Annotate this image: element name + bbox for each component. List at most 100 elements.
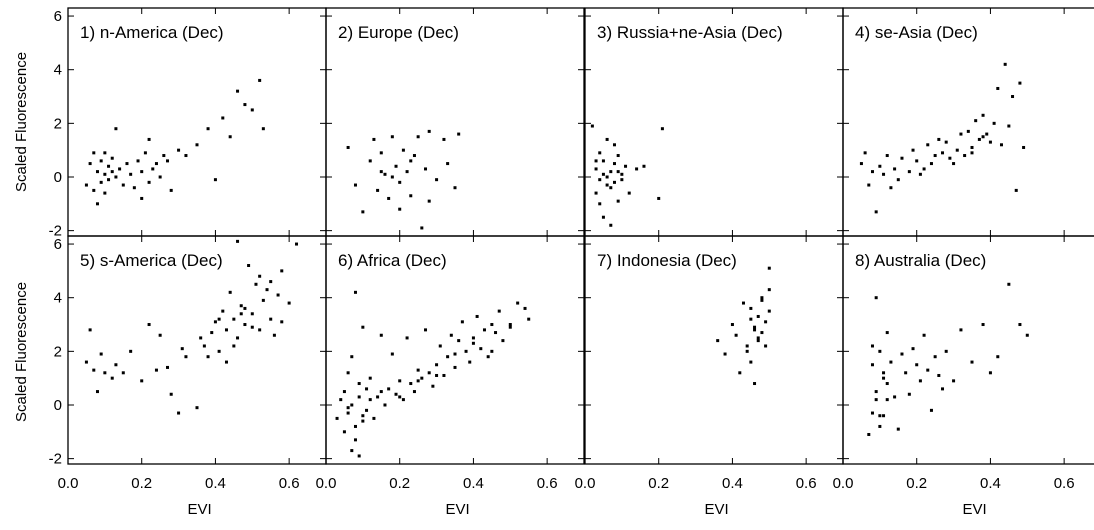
data-point <box>372 416 376 420</box>
data-point <box>110 156 114 160</box>
panel-title: 4) se-Asia (Dec) <box>855 23 978 42</box>
data-point <box>390 175 394 179</box>
data-point <box>900 156 904 160</box>
data-point <box>118 167 122 171</box>
data-point <box>276 293 280 297</box>
data-point <box>177 411 181 415</box>
data-point <box>442 137 446 141</box>
data-point <box>620 172 624 176</box>
x-tick-label: 0.0 <box>58 475 79 492</box>
data-point <box>948 156 952 160</box>
data-point <box>999 143 1003 147</box>
x-axis-label: EVI <box>704 501 728 518</box>
data-point <box>353 424 357 428</box>
data-point <box>870 170 874 174</box>
data-point <box>365 387 369 391</box>
y-tick-label: 2 <box>54 115 62 132</box>
data-point <box>232 317 236 321</box>
data-point <box>915 159 919 163</box>
data-point <box>287 301 291 305</box>
data-point <box>390 352 394 356</box>
data-point <box>177 148 181 152</box>
panel-8: 0.0 0.2 0.4 0.6 EVI 8) Australia (Dec) <box>833 235 1094 518</box>
x-tick-label: 0.4 <box>205 475 226 492</box>
data-point <box>601 215 605 219</box>
data-point <box>195 143 199 147</box>
data-point <box>365 408 369 412</box>
data-point <box>394 164 398 168</box>
data-point <box>387 387 391 391</box>
data-point <box>1007 282 1011 286</box>
data-point <box>937 373 941 377</box>
data-point <box>416 368 420 372</box>
y-tick-label: 2 <box>54 343 62 360</box>
data-point <box>904 371 908 375</box>
data-point <box>885 398 889 402</box>
data-point <box>409 159 413 163</box>
data-point <box>110 376 114 380</box>
data-point <box>449 333 453 337</box>
data-point <box>166 365 170 369</box>
data-point <box>453 352 457 356</box>
data-point <box>741 301 745 305</box>
data-point <box>342 430 346 434</box>
data-point <box>409 382 413 386</box>
data-point <box>635 167 639 171</box>
data-point <box>394 392 398 396</box>
data-point <box>1014 188 1018 192</box>
data-point <box>250 108 254 112</box>
data-point <box>508 323 512 327</box>
data-point <box>239 304 243 308</box>
x-tick-label: 0.0 <box>575 475 596 492</box>
data-point <box>1025 333 1029 337</box>
data-point <box>749 360 753 364</box>
data-point <box>955 148 959 152</box>
data-point <box>224 360 228 364</box>
data-point <box>372 137 376 141</box>
data-point <box>379 333 383 337</box>
data-point <box>202 344 206 348</box>
data-point <box>753 382 757 386</box>
data-point <box>232 344 236 348</box>
data-point <box>981 323 985 327</box>
data-point <box>738 371 742 375</box>
data-point <box>723 352 727 356</box>
data-point <box>243 323 247 327</box>
data-point <box>926 368 930 372</box>
data-point <box>609 186 613 190</box>
data-point <box>84 183 88 187</box>
data-point <box>239 312 243 316</box>
data-point <box>966 129 970 133</box>
data-point <box>926 143 930 147</box>
data-point <box>616 154 620 158</box>
data-point <box>885 382 889 386</box>
panels-group: -2 0 2 4 6 1) n-America (Dec) 2) Europe (Dec) 3… <box>49 7 1094 518</box>
x-axis-label: EVI <box>445 501 469 518</box>
data-point <box>612 162 616 166</box>
data-point <box>992 121 996 125</box>
data-point <box>601 159 605 163</box>
data-point <box>228 290 232 294</box>
data-point <box>88 328 92 332</box>
data-point <box>438 344 442 348</box>
y-tick-label: 4 <box>54 290 62 307</box>
data-point <box>767 266 771 270</box>
y-tick-label: 0 <box>54 169 62 186</box>
panel-title: 8) Australia (Dec) <box>855 251 986 270</box>
data-point <box>184 154 188 158</box>
data-point <box>907 392 911 396</box>
data-point <box>988 140 992 144</box>
data-point <box>885 154 889 158</box>
data-point <box>427 199 431 203</box>
data-point <box>907 170 911 174</box>
data-point <box>874 210 878 214</box>
data-point <box>468 360 472 364</box>
data-point <box>420 226 424 230</box>
data-point <box>988 371 992 375</box>
panel-title: 3) Russia+ne-Asia (Dec) <box>597 23 783 42</box>
data-point <box>424 167 428 171</box>
data-point <box>609 170 613 174</box>
data-point <box>952 162 956 166</box>
data-point <box>878 424 882 428</box>
data-point <box>129 349 133 353</box>
